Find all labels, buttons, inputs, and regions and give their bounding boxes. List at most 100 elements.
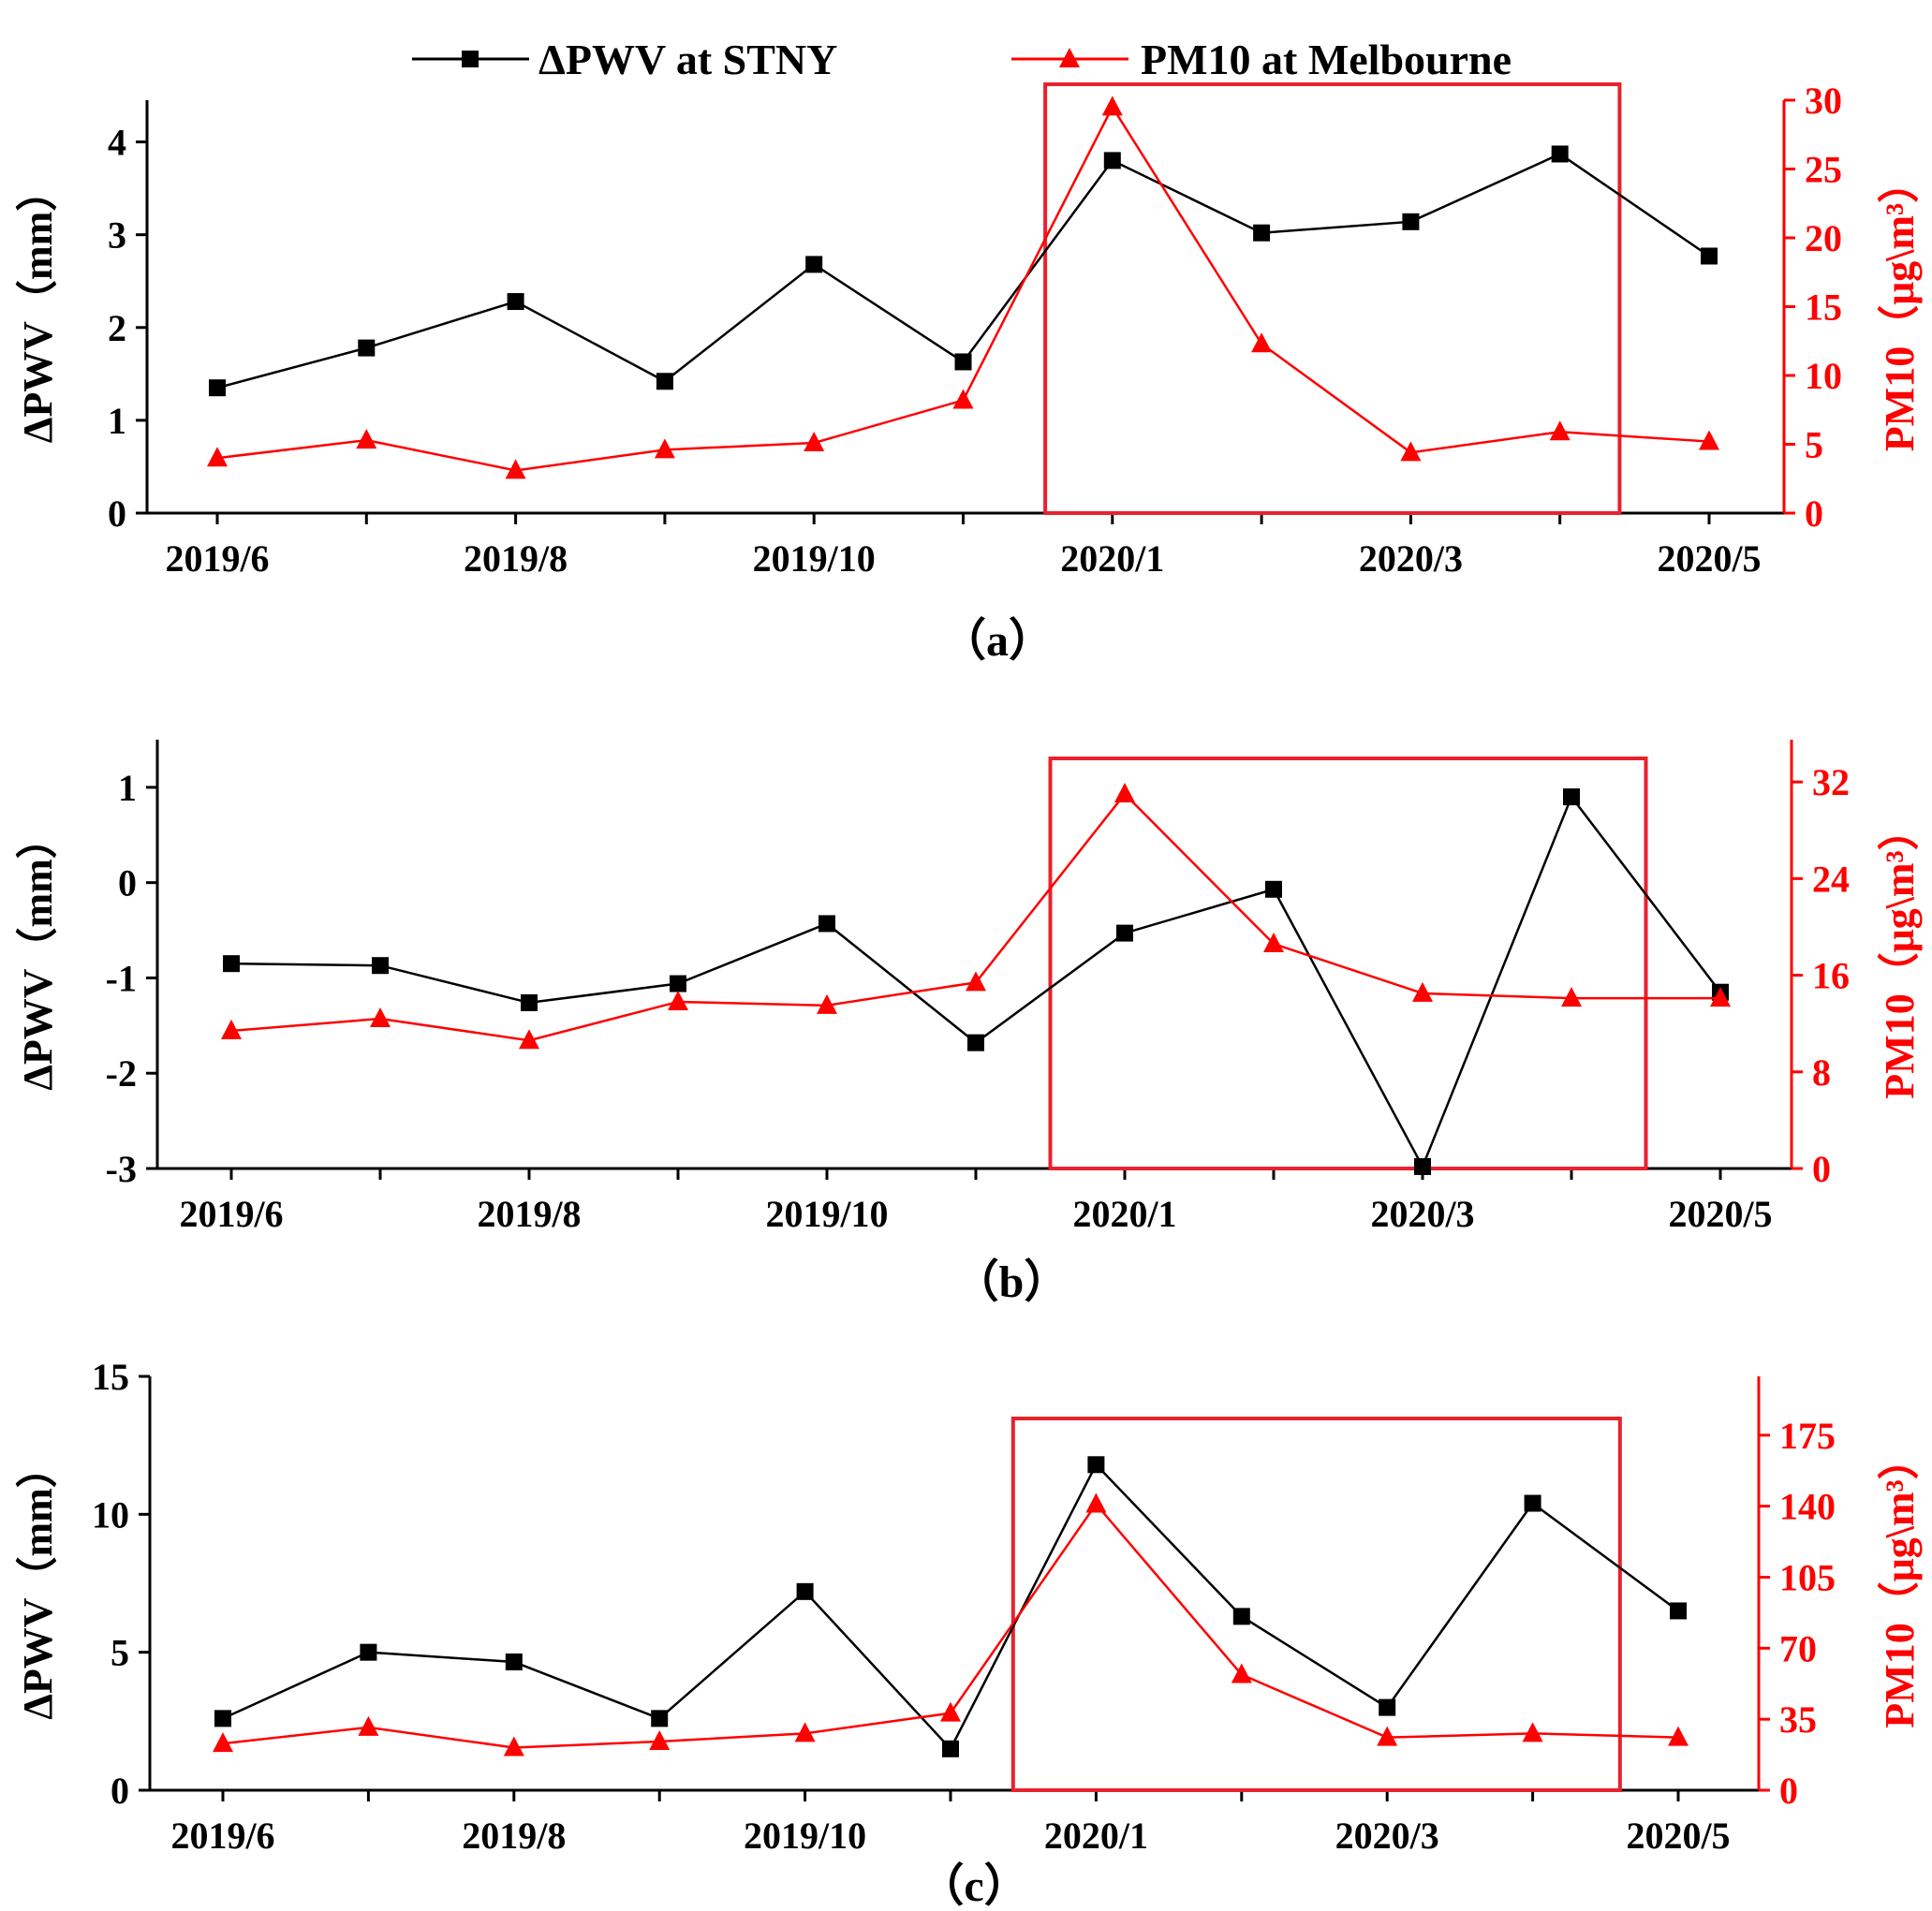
pwv-point [1116,924,1133,942]
pm10-point [952,389,974,409]
y-tick-label-left: 0 [108,492,126,535]
y-tick-label-right: 0 [1779,1770,1798,1812]
pwv-point [507,293,524,311]
panels: 2019/6 2019/8 2019/10 2020/1 2020/3 2020/5 0 1 2… [15,80,1923,1911]
pwv-series-line [216,153,1710,390]
y-tick-label-right: 140 [1779,1486,1836,1528]
panel-a: 2019/6 2019/8 2019/10 2020/1 2020/3 2020/5 0 1 2… [15,80,1923,666]
pwv-point [819,915,835,933]
pwv-point [656,373,673,390]
y-tick-label-right: 32 [1812,761,1850,803]
legend-label-pwv: ΔPWV at STNY [538,36,837,83]
highlight-box [1043,82,1622,515]
y-tick-label-right: 35 [1779,1698,1817,1741]
panel-b: 2019/6 2019/8 2019/10 2020/1 2020/3 2020/5 -3 -… [15,740,1923,1307]
pm10-point [519,1029,539,1050]
y-tick-label-left: 10 [92,1493,129,1536]
pm10-point [1101,96,1123,116]
pwv-point [1379,1698,1396,1716]
pwv-point [521,993,538,1011]
y-axis-title-left: ΔPWV（mm） [15,170,61,444]
panel-label: （b） [954,1257,1069,1307]
pm10-point [1085,1492,1107,1513]
y-axis-title-right: PM10（μg\m³） [1877,809,1923,1098]
pm10-point [1522,1722,1543,1742]
pwv-point [1402,213,1420,230]
pwv-point [505,1653,523,1670]
pm10-point [1377,1726,1398,1746]
pm10-point [1114,783,1135,803]
x-tick-label: 2019/8 [477,1193,581,1235]
pm10-point [1561,987,1582,1007]
y-axis-title-right: PM10（μg\m³） [1877,162,1923,451]
pm10-point [358,1715,379,1736]
x-tick-label: 2020/1 [1072,1193,1176,1235]
pm10-point [1251,332,1273,353]
y-tick-label-left: -2 [106,1052,137,1095]
pm10-point [221,1019,242,1039]
pm10-point [213,1732,233,1753]
pm10-series-line [216,104,1710,472]
y-tick-label-left: 0 [111,1770,129,1812]
pm10-point [940,1701,961,1722]
pm10-point [1699,430,1719,450]
pm10-point [505,459,526,479]
pwv-point [209,379,226,397]
y-tick-label-right: 24 [1812,858,1850,900]
pm10-point [817,993,837,1014]
pwv-point [372,957,389,975]
y-tick-label-right: 10 [1805,355,1842,397]
y-tick-label-left: 1 [108,400,126,442]
legend-marker-pm10 [1059,48,1080,67]
pwv-point [1670,1602,1687,1620]
pwv-point [651,1710,669,1727]
legend-marker-pwv [462,51,479,67]
pm10-point [804,432,825,452]
pwv-point [1414,1157,1431,1175]
y-tick-label-right: 5 [1805,424,1823,466]
x-tick-label: 2019/8 [462,1815,566,1857]
pwv-point [670,975,686,992]
x-tick-label: 2019/10 [744,1815,866,1857]
y-tick-label-right: 25 [1805,149,1842,191]
pwv-point [1551,145,1569,163]
y-axis-title-right: PM10（μg\m³） [1877,1438,1923,1727]
x-tick-label: 2019/6 [179,1193,283,1235]
panel-label: （a） [941,616,1054,666]
y-tick-label-right: 175 [1779,1415,1836,1457]
pm10-point [794,1722,816,1742]
x-tick-label: 2020/5 [1668,1193,1772,1235]
x-tick-label: 2020/3 [1370,1193,1474,1235]
y-tick-label-right: 105 [1779,1557,1836,1599]
pwv-point [967,1034,984,1051]
x-tick-label: 2020/5 [1657,537,1761,580]
x-tick-label: 2020/1 [1060,537,1164,580]
y-tick-label-right: 20 [1805,217,1842,259]
x-tick-label: 2020/1 [1044,1815,1148,1857]
y-tick-label-right: 0 [1812,1148,1831,1190]
pwv-point [1524,1494,1541,1512]
pm10-point [370,1007,391,1028]
pm10-point [503,1736,524,1757]
panel-label: （c） [919,1861,1028,1911]
pm10-point [654,438,675,459]
y-tick-label-left: 0 [118,862,137,904]
y-tick-label-right: 70 [1779,1627,1817,1669]
pm10-point [1263,933,1284,953]
y-tick-label-right: 30 [1805,80,1842,122]
x-tick-label: 2020/5 [1626,1815,1730,1857]
x-tick-label: 2019/8 [464,537,568,580]
highlight-box [1010,1417,1622,1792]
x-tick-label: 2019/10 [753,537,876,580]
y-tick-label-left: 2 [108,307,126,349]
pwv-point [942,1740,959,1757]
y-tick-label-right: 15 [1805,287,1842,329]
x-tick-label: 2019/6 [170,1815,274,1857]
pm10-point [668,990,688,1010]
pm10-point [1710,987,1731,1007]
x-tick-label: 2020/3 [1335,1815,1439,1857]
pm10-point [1400,441,1422,462]
y-tick-label-right: 8 [1812,1051,1831,1094]
